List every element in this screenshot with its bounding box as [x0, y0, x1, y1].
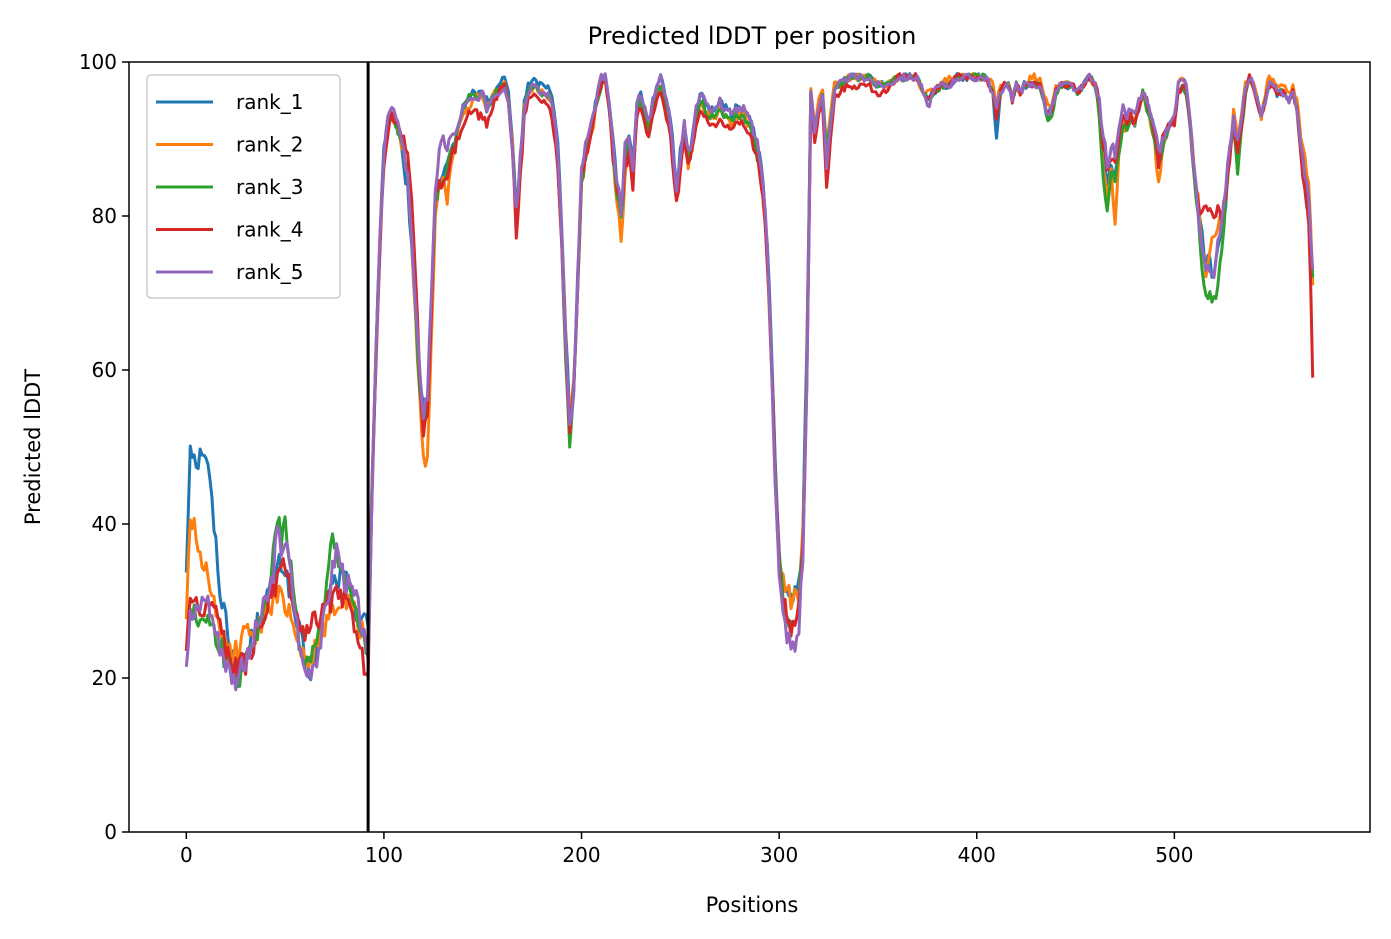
chart-title: Predicted lDDT per position: [588, 22, 917, 50]
series-line-rank-5: [184, 72, 1315, 692]
legend-label-rank-2: rank_2: [236, 133, 303, 157]
x-tick-label: 100: [365, 843, 403, 867]
x-tick-label: 400: [958, 843, 996, 867]
axes-frame: [128, 61, 1371, 833]
y-tick-label: 40: [92, 512, 117, 536]
series-layer: [184, 72, 1315, 692]
legend-label-rank-5: rank_5: [236, 260, 303, 284]
legend-box: [146, 74, 341, 299]
y-axis-title: Predicted lDDT: [21, 369, 45, 525]
y-axis-ticks: 0 20 40 60 80 100: [79, 50, 129, 844]
x-tick-label: 200: [562, 843, 600, 867]
legend: rank_1 rank_2 rank_3 rank_4 rank_5: [146, 74, 341, 299]
x-tick-label: 500: [1155, 843, 1193, 867]
x-axis-ticks: 0 100 200 300 400 500: [180, 832, 1193, 867]
x-tick-label: 0: [180, 843, 193, 867]
y-tick-label: 20: [92, 666, 117, 690]
x-axis-title: Positions: [706, 893, 799, 917]
legend-label-rank-1: rank_1: [236, 90, 303, 114]
y-tick-label: 0: [104, 820, 117, 844]
legend-label-rank-3: rank_3: [236, 175, 303, 199]
y-tick-label: 60: [92, 358, 117, 382]
legend-label-rank-4: rank_4: [236, 218, 303, 242]
y-tick-label: 100: [79, 50, 117, 74]
x-tick-label: 300: [760, 843, 798, 867]
y-tick-label: 80: [92, 204, 117, 228]
